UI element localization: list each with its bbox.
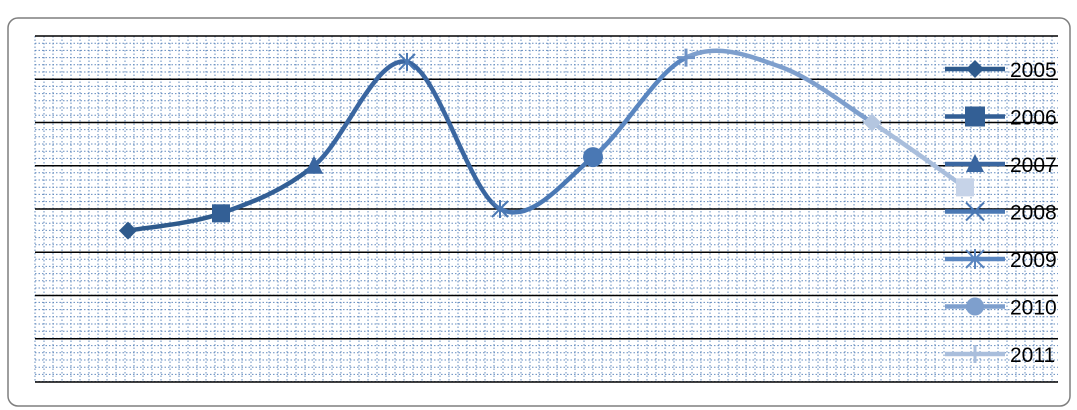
legend-item-2008: 2008 [945,202,1057,225]
legend-swatch-marker [965,201,985,222]
legend-swatch-marker [966,154,984,172]
data-point-marker [677,48,695,67]
legend-label: 2011 [1010,344,1055,367]
legend-item-2005: 2005 [945,59,1057,82]
legend-label: 2006 [1010,107,1057,130]
legend-item-2010: 2010 [945,297,1057,320]
data-point-marker [305,155,323,174]
series-line-2009 [590,55,689,160]
legend-label: 2010 [1010,297,1057,320]
data-point-marker [956,178,974,197]
legend-item-2011: 2011 [945,344,1055,367]
data-point-marker [212,204,230,223]
series-line-2006 [218,163,317,216]
marker-layer [119,48,974,240]
legend-swatch-marker [965,249,985,269]
legend-label: 2005 [1010,59,1057,82]
legend-swatch-marker [966,60,984,78]
legend-label: 2009 [1010,249,1057,272]
data-point-marker [863,113,881,132]
legend-label: 2008 [1010,202,1057,225]
legend-swatch-marker [965,106,985,127]
major-grid [35,35,1058,383]
data-point-marker [398,52,416,71]
legend-swatch-marker-stroke [965,201,985,222]
legend-item-2006: 2006 [945,106,1057,130]
data-point-marker [119,221,137,240]
legend-swatch-marker [966,345,984,363]
legend-item-2007: 2007 [945,154,1057,177]
series-line-2008 [497,154,596,215]
data-point-marker [491,200,509,218]
legend-item-2009: 2009 [945,249,1057,272]
data-point-marker [583,147,603,168]
legend-label: 2007 [1010,154,1057,177]
series-line-2010 [683,48,875,125]
legend-swatch-marker [966,297,984,316]
legend: 2005 2006 2007 2008 2009 2010 2011 [945,59,1057,367]
